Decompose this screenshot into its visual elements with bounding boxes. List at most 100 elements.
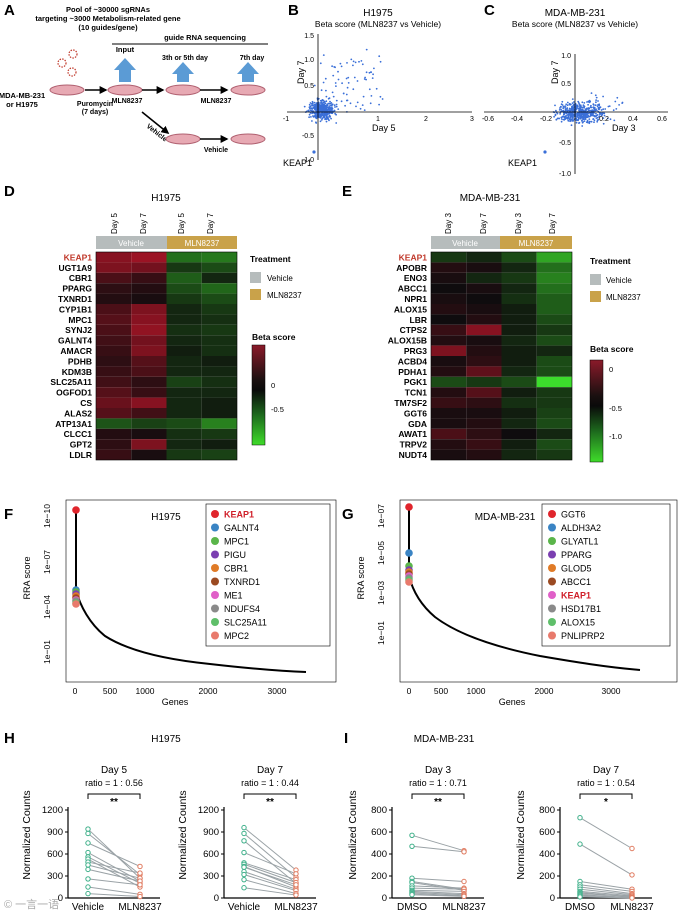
heat-cell bbox=[96, 335, 132, 346]
heat-cell bbox=[166, 397, 202, 408]
point-left bbox=[241, 871, 247, 878]
legend-dot-icon bbox=[548, 577, 556, 586]
heat-cell bbox=[131, 449, 167, 460]
point-left bbox=[85, 849, 91, 856]
heat-cell bbox=[536, 335, 572, 346]
legend-entry: TXNRD1 bbox=[224, 577, 260, 587]
heat-cell bbox=[201, 345, 237, 356]
panel-h-label: H bbox=[4, 730, 15, 747]
pair-line bbox=[87, 878, 141, 886]
heat-cell bbox=[96, 262, 132, 273]
ytick-label: 1200 bbox=[42, 805, 63, 816]
scatter-point bbox=[334, 106, 336, 108]
pool-text-2: targeting ~3000 Metabolism-related gene bbox=[35, 14, 180, 23]
scatter-point bbox=[581, 106, 584, 109]
scatter-point bbox=[573, 118, 575, 121]
drug1-text: MLN8237 bbox=[112, 98, 143, 105]
input-text: Input bbox=[116, 45, 135, 54]
scatter-point bbox=[602, 108, 605, 111]
rra-point bbox=[72, 506, 80, 514]
scatter-point bbox=[589, 100, 592, 103]
dish-2-icon bbox=[107, 84, 143, 96]
scatter-point bbox=[575, 121, 578, 124]
point-right bbox=[137, 893, 143, 900]
scatter-point bbox=[592, 106, 595, 108]
scatter-point bbox=[581, 109, 583, 112]
gene-label: AMACR bbox=[60, 346, 92, 356]
pair-line bbox=[579, 893, 633, 897]
legend-entry: ME1 bbox=[224, 591, 243, 601]
drug2-text: MLN8237 bbox=[201, 98, 232, 105]
scatter-point bbox=[320, 112, 323, 115]
heat-cell bbox=[96, 449, 132, 460]
scatter-point bbox=[371, 77, 374, 79]
heat-cell bbox=[166, 262, 202, 273]
legend-entry: GGT6 bbox=[561, 510, 586, 520]
pair-line bbox=[243, 852, 297, 875]
scatter-point bbox=[365, 71, 368, 74]
scatter-point bbox=[577, 117, 580, 120]
scatter-point bbox=[608, 105, 611, 107]
scatter-point bbox=[313, 107, 315, 110]
scatter-point bbox=[576, 106, 579, 108]
heat-cell bbox=[501, 283, 537, 294]
xtick-label: MLN8237 bbox=[274, 902, 318, 913]
scatter-point bbox=[579, 105, 582, 108]
heat-cell bbox=[466, 304, 502, 315]
scatter-point bbox=[320, 101, 323, 104]
scatter-point bbox=[309, 109, 312, 112]
legend-dot-icon bbox=[548, 604, 556, 613]
scatter-point bbox=[590, 104, 592, 107]
f-xtick-3: 1000 bbox=[136, 686, 155, 696]
c-ytick-1: 1.0 bbox=[561, 53, 571, 60]
sig-text: ** bbox=[266, 797, 274, 808]
scatter-point bbox=[378, 103, 380, 106]
scatter-point bbox=[606, 117, 609, 120]
scatter-point bbox=[363, 109, 366, 111]
gene-label: LBR bbox=[410, 315, 427, 325]
point-right bbox=[293, 892, 299, 898]
point-left bbox=[241, 864, 247, 870]
scatter-point bbox=[564, 106, 566, 109]
heat-cell bbox=[166, 345, 202, 356]
heat-cell bbox=[201, 356, 237, 367]
heat-cell bbox=[431, 408, 467, 419]
gene-labels-d: KEAP1UGT1A9CBR1PPARGTXNRD1CYP1B1MPC1SYNJ… bbox=[50, 252, 92, 460]
e-scale-05: -0.5 bbox=[609, 404, 622, 413]
scatter-point bbox=[379, 60, 382, 63]
scatter-point bbox=[560, 118, 563, 120]
scatter-point bbox=[592, 114, 595, 117]
heat-cell bbox=[431, 397, 467, 408]
legend-entry: GLOD5 bbox=[561, 564, 592, 574]
heat-cell bbox=[131, 356, 167, 367]
ytick-label: 0 bbox=[214, 893, 219, 904]
pair-line bbox=[243, 862, 297, 881]
heat-cell bbox=[466, 272, 502, 284]
gene-labels-e: KEAP1APOBRENO3ABCC1NPR1ALOX15LBRCTPS2ALO… bbox=[388, 252, 427, 460]
heat-cell bbox=[466, 335, 502, 346]
heat-cell bbox=[536, 304, 572, 315]
scatter-point bbox=[575, 117, 577, 120]
legend-entry: GLYATL1 bbox=[561, 537, 599, 547]
heat-cell bbox=[431, 335, 467, 346]
heat-cell bbox=[536, 428, 572, 440]
e-legend-title: Treatment bbox=[590, 256, 631, 266]
scatter-point bbox=[571, 118, 574, 120]
heat-cell bbox=[466, 324, 502, 336]
scatter-point bbox=[307, 109, 310, 112]
watermark: © 一言一语 bbox=[4, 899, 60, 911]
point-right bbox=[137, 882, 143, 888]
f-xtick-5: 3000 bbox=[268, 686, 287, 696]
heat-cell bbox=[201, 252, 237, 263]
scatter-point bbox=[308, 113, 311, 116]
gene-label: PGK1 bbox=[404, 377, 427, 387]
heat-cell bbox=[96, 324, 132, 336]
heat-cell bbox=[166, 252, 202, 263]
point-left bbox=[241, 838, 247, 844]
gene-label: PPARG bbox=[62, 284, 92, 294]
heat-cell bbox=[96, 439, 132, 450]
pair-line bbox=[87, 861, 141, 874]
legend-entry: PIGU bbox=[224, 550, 246, 560]
scatter-point bbox=[590, 106, 593, 109]
f-xtick-4: 2000 bbox=[199, 686, 218, 696]
